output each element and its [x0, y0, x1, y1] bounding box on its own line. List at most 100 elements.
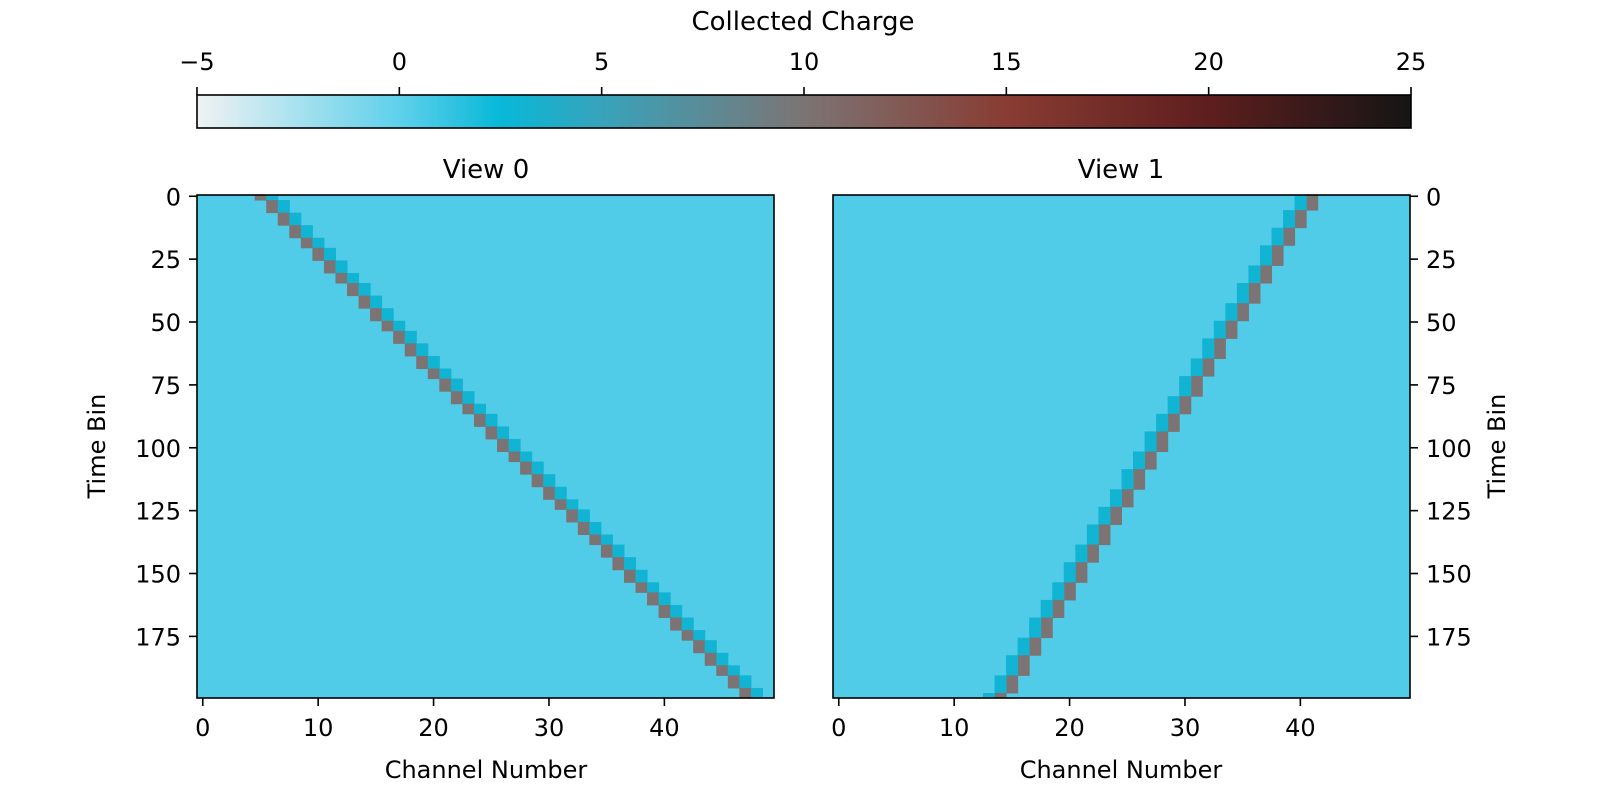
track-cell [1294, 225, 1307, 229]
track-cell [450, 383, 463, 387]
track-cell [416, 353, 429, 357]
track-cell [300, 245, 313, 249]
track-cell [1109, 499, 1122, 503]
track-cell [1167, 426, 1180, 430]
track-cell [1052, 594, 1065, 598]
track-cell [462, 411, 475, 415]
track-cell [600, 537, 613, 541]
track-cell [1248, 280, 1261, 284]
track-cell [1179, 411, 1192, 415]
track-cell [1029, 645, 1042, 649]
track-cell [577, 526, 590, 530]
track-cell [393, 335, 406, 339]
x-tick-label: 20 [418, 714, 449, 742]
track-cell [1063, 579, 1076, 583]
track-cell [1133, 481, 1146, 485]
track-cell [370, 298, 383, 302]
track-cell [347, 283, 360, 287]
track-cell [600, 547, 613, 551]
colorbar-tick-label: −5 [179, 48, 214, 76]
track-cell [1179, 403, 1192, 407]
track-cell [358, 295, 371, 299]
track-cell [473, 413, 486, 417]
track-cell [1225, 310, 1238, 314]
track-cell [1283, 225, 1296, 229]
track-cell [727, 675, 740, 679]
track-cell [439, 383, 452, 387]
track-cell [1248, 277, 1261, 282]
y-axis-label-view-0: Time Bin [83, 394, 111, 500]
track-cell [427, 376, 440, 380]
track-cell [1306, 207, 1319, 211]
track-cell [1213, 338, 1226, 342]
track-cell [647, 584, 660, 588]
track-cell [1236, 285, 1249, 289]
track-cell [1179, 381, 1192, 385]
track-cell [1006, 675, 1019, 679]
track-cell [693, 647, 706, 651]
track-cell [658, 615, 671, 619]
track-cell [600, 542, 613, 546]
track-cell [1086, 542, 1099, 546]
track-cell [1202, 350, 1215, 354]
colorbar-tick-label: 25 [1396, 48, 1427, 76]
track-cell [1156, 416, 1169, 420]
track-cell [716, 665, 729, 669]
track-cell [1179, 406, 1192, 410]
track-cell [323, 262, 336, 266]
track-cell [427, 373, 440, 377]
track-cell [300, 242, 313, 246]
track-cell [1236, 293, 1249, 297]
track-cell [727, 685, 740, 689]
track-cell [1086, 557, 1099, 561]
track-cell [681, 630, 694, 634]
y-tick-label: 25 [1426, 246, 1457, 274]
track-cell [623, 567, 637, 571]
track-cell [670, 615, 683, 619]
track-cell [1063, 564, 1076, 568]
track-cell [358, 283, 371, 287]
track-cell [358, 298, 371, 302]
track-cell [658, 599, 671, 603]
track-cell [450, 386, 463, 390]
track-cell [439, 388, 452, 392]
track-cell [1017, 645, 1030, 649]
track-cell [497, 436, 510, 440]
track-cell [1259, 277, 1273, 282]
track-cell [612, 564, 625, 568]
track-cell [370, 295, 383, 299]
track-cell [1283, 237, 1296, 241]
track-cell [1133, 459, 1146, 463]
track-cell [1202, 371, 1215, 375]
track-cell [566, 509, 579, 513]
track-cell [473, 408, 486, 412]
track-cell [393, 323, 406, 327]
x-tick-label: 30 [1170, 714, 1201, 742]
track-cell [727, 672, 740, 676]
track-cell [1294, 202, 1307, 206]
x-axis-label-view-1: Channel Number [1020, 756, 1223, 784]
track-cell [1086, 534, 1099, 538]
track-cell [727, 677, 740, 681]
track-cell [716, 657, 729, 661]
track-cell [497, 443, 510, 447]
track-cell [439, 381, 452, 385]
track-cell [1109, 501, 1122, 505]
track-cell [1121, 471, 1134, 475]
track-cell [994, 677, 1007, 681]
track-cell [508, 441, 521, 445]
track-cell [1190, 381, 1203, 385]
track-cell [300, 240, 313, 244]
track-cell [1029, 620, 1042, 624]
track-cell [1017, 637, 1030, 641]
track-cell [1156, 433, 1169, 437]
track-cell [1202, 348, 1215, 352]
track-cell [612, 567, 625, 571]
track-cell [1075, 547, 1088, 551]
track-cell [1213, 320, 1226, 324]
track-cell [1133, 469, 1146, 473]
track-cell [1017, 655, 1030, 659]
track-cell [739, 692, 752, 696]
track-cell [358, 303, 371, 307]
track-cell [623, 559, 637, 563]
